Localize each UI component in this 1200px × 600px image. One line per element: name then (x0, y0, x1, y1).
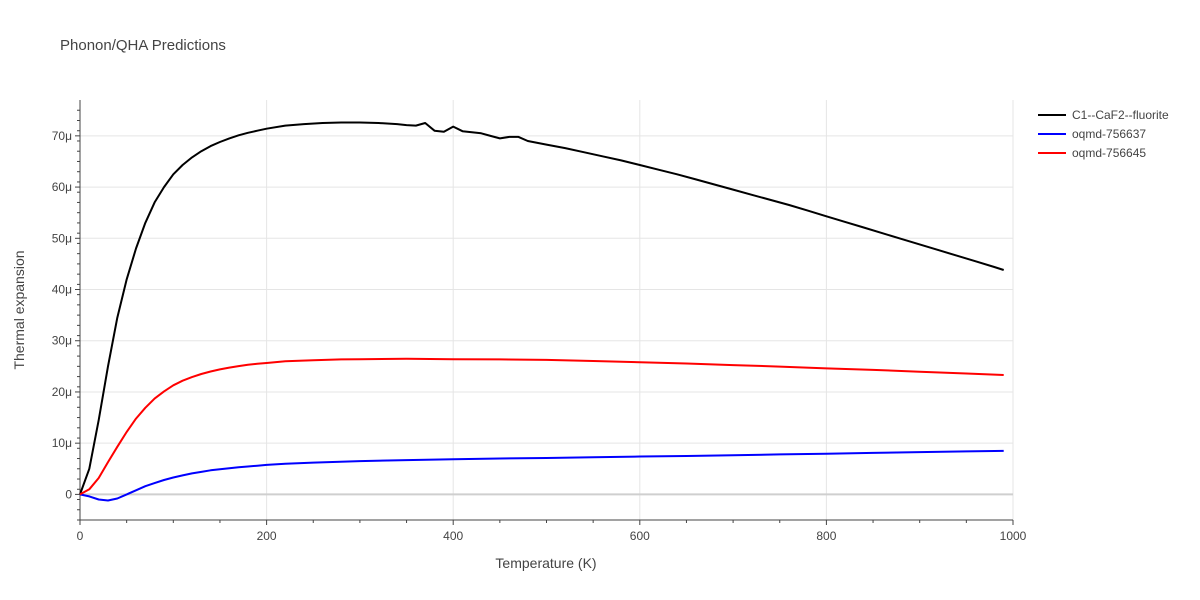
legend: C1--CaF2--fluorite oqmd-756637 oqmd-756645 (1038, 108, 1169, 160)
x-axis-title: Temperature (K) (495, 555, 596, 571)
axes: 0 200 400 600 800 1000 0 10μ 20μ 30μ 40μ 50μ 60μ 70μ (52, 100, 1027, 543)
y-tick-label: 30μ (52, 334, 72, 348)
legend-item[interactable]: oqmd-756645 (1038, 146, 1146, 160)
series-line-1 (79, 121, 1005, 495)
y-tick-label: 10μ (52, 436, 72, 450)
x-tick-label: 400 (443, 529, 463, 543)
series-line-2 (79, 449, 1004, 502)
x-tick-label: 600 (630, 529, 650, 543)
legend-label: oqmd-756637 (1072, 127, 1146, 141)
x-tick-label: 0 (77, 529, 84, 543)
series-group (79, 121, 1005, 502)
y-tick-label: 20μ (52, 385, 72, 399)
legend-label: C1--CaF2--fluorite (1072, 108, 1169, 122)
legend-item[interactable]: oqmd-756637 (1038, 127, 1146, 141)
legend-item[interactable]: C1--CaF2--fluorite (1038, 108, 1169, 122)
x-tick-label: 800 (816, 529, 836, 543)
legend-label: oqmd-756645 (1072, 146, 1146, 160)
y-tick-label: 60μ (52, 180, 72, 194)
chart-title: Phonon/QHA Predictions (60, 37, 226, 54)
y-tick-label: 70μ (52, 129, 72, 143)
x-tick-label: 1000 (1000, 529, 1027, 543)
series-line-3 (79, 357, 1004, 496)
x-tick-label: 200 (257, 529, 277, 543)
y-axis-title: Thermal expansion (11, 250, 27, 369)
y-tick-label: 0 (65, 487, 72, 501)
y-tick-label: 40μ (52, 283, 72, 297)
grid (80, 100, 1014, 520)
y-tick-label: 50μ (52, 231, 72, 245)
